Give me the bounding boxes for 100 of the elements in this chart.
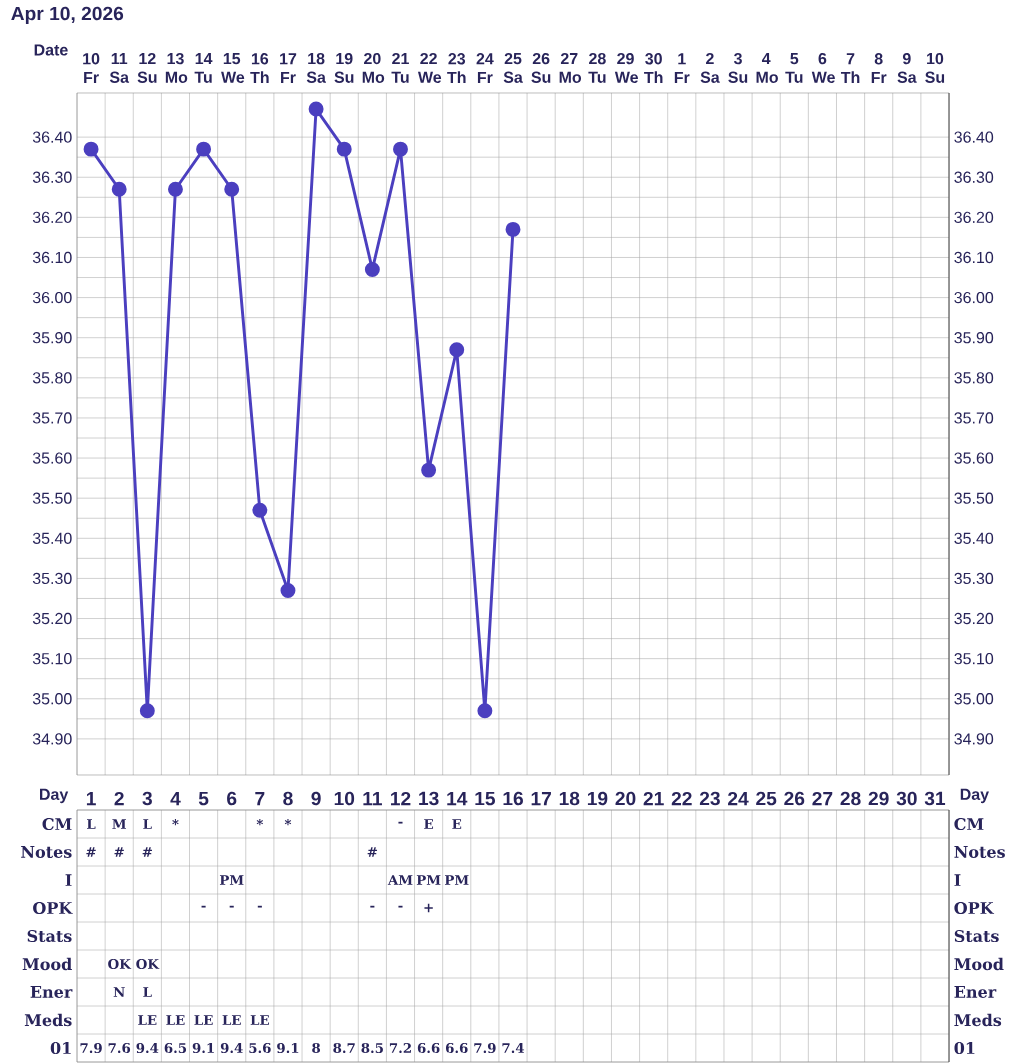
y2-tick-label: 35.20 bbox=[954, 612, 994, 625]
x-tick-label: 24 Fr bbox=[476, 53, 494, 83]
x-tick-label: 9 bbox=[311, 791, 321, 806]
x-tick-label: 1 Fr bbox=[674, 53, 690, 83]
x-tick-label: 22 bbox=[671, 791, 692, 806]
text: OK bbox=[136, 958, 160, 970]
x-tick-label: 26 Su bbox=[531, 52, 551, 83]
x-tick-label: 1 bbox=[86, 792, 96, 806]
x-tick-label: 8 bbox=[283, 791, 293, 806]
y2-tick-label: Notes bbox=[954, 846, 1005, 858]
y-tick-label: I bbox=[65, 874, 72, 886]
text: 6.6 bbox=[417, 1042, 440, 1054]
x-tick-label: 20 bbox=[615, 791, 636, 806]
x-tick-label: 7 bbox=[255, 792, 265, 806]
text: 7.4 bbox=[502, 1042, 525, 1054]
text: 8.5 bbox=[361, 1042, 383, 1054]
text: PM bbox=[219, 875, 244, 885]
point bbox=[477, 703, 493, 719]
x-tick-label: 3 Su bbox=[728, 52, 748, 83]
y-tick-label: Ener bbox=[30, 986, 73, 998]
x-tick-label: 2 bbox=[114, 791, 124, 806]
text: # bbox=[142, 847, 152, 857]
text: L bbox=[143, 987, 152, 997]
chart-title: Apr 10, 2026 bbox=[11, 6, 124, 25]
y-tick-label: Mood bbox=[22, 957, 72, 971]
x-tick-label: 16 bbox=[503, 791, 523, 806]
y-tick-label: 36.40 bbox=[32, 131, 72, 143]
x-tick-label: 17 Fr bbox=[280, 53, 297, 83]
x-tick-label: 4 Mo bbox=[756, 53, 778, 83]
x-tick-label: 5 bbox=[198, 791, 209, 806]
x-tick-label: 11 Sa bbox=[109, 53, 130, 83]
x-tick-label: 21 bbox=[643, 791, 664, 806]
x-tick-label: 29 bbox=[868, 791, 889, 806]
point bbox=[196, 141, 212, 157]
y2-tick-label: 35.80 bbox=[954, 372, 994, 384]
text: N bbox=[113, 987, 125, 997]
y-tick-label: 35.60 bbox=[32, 452, 72, 464]
x-tick-label: 17 bbox=[531, 792, 551, 806]
point bbox=[224, 181, 240, 197]
x-tick-label: 25 Sa bbox=[503, 52, 523, 83]
y-tick-label: 34.90 bbox=[32, 733, 72, 745]
y-tick-label: 01 bbox=[50, 1041, 71, 1055]
point bbox=[336, 141, 352, 157]
text: - bbox=[229, 905, 234, 908]
y-tick-label: 35.80 bbox=[32, 372, 72, 384]
text: AM bbox=[387, 875, 413, 885]
text: Day bbox=[960, 788, 989, 804]
y-tick-label: OPK bbox=[33, 901, 73, 915]
text: L bbox=[87, 819, 96, 829]
text: PM bbox=[416, 875, 441, 885]
y-tick-label: 35.20 bbox=[32, 612, 72, 625]
x-tick-label: 11 bbox=[363, 792, 382, 806]
y-tick-label: Stats bbox=[27, 929, 72, 943]
text: 7.2 bbox=[389, 1042, 411, 1054]
text: OK bbox=[108, 958, 132, 970]
y-tick-label: 35.90 bbox=[32, 332, 72, 344]
x-tick-label: 26 bbox=[784, 791, 805, 806]
x-tick-label: 2 Sa bbox=[700, 52, 720, 83]
y-tick-label: Meds bbox=[24, 1013, 72, 1027]
point bbox=[139, 703, 155, 719]
point bbox=[252, 502, 268, 518]
y2-tick-label: 35.40 bbox=[954, 532, 994, 544]
text: 9.1 bbox=[277, 1042, 299, 1054]
text: + bbox=[424, 903, 433, 913]
y-tick-label: 35.00 bbox=[32, 693, 72, 705]
text: 9.4 bbox=[220, 1042, 243, 1054]
text: # bbox=[114, 847, 124, 857]
text: LE bbox=[250, 1015, 269, 1025]
x-tick-label: 28 Tu bbox=[588, 52, 606, 83]
y2-tick-label: 36.10 bbox=[954, 251, 994, 264]
x-tick-label: 19 Su bbox=[334, 52, 354, 83]
y-tick-label: 35.30 bbox=[32, 572, 72, 585]
x-tick-label: 28 bbox=[840, 791, 861, 806]
text: LE bbox=[222, 1015, 241, 1025]
text: * bbox=[284, 819, 292, 826]
y2-tick-label: 34.90 bbox=[954, 733, 994, 745]
text: E bbox=[424, 819, 434, 829]
x-tick-label: 29 We bbox=[614, 52, 639, 83]
text: LE bbox=[166, 1015, 185, 1025]
x-tick-label: 20 Mo bbox=[362, 52, 385, 83]
text: M bbox=[112, 819, 126, 829]
text: 8.7 bbox=[333, 1042, 355, 1054]
y-tick-label: 36.20 bbox=[32, 211, 72, 224]
x-tick-label: 12 bbox=[391, 791, 411, 806]
text: 7.9 bbox=[474, 1042, 496, 1054]
x-tick-label: 23 Th bbox=[447, 53, 466, 83]
text: - bbox=[257, 905, 262, 908]
point bbox=[308, 101, 324, 117]
x-tick-label: 5 Tu bbox=[785, 53, 803, 83]
point bbox=[83, 141, 99, 157]
y2-tick-label: Meds bbox=[954, 1013, 1002, 1027]
y-tick-label: 35.50 bbox=[32, 492, 72, 504]
text: # bbox=[367, 847, 378, 857]
x-tick-label: 6 bbox=[227, 791, 237, 806]
point bbox=[364, 262, 380, 277]
x-tick-label: 8 Fr bbox=[871, 53, 887, 83]
x-tick-label: 15 We bbox=[221, 53, 245, 83]
y-tick-label: 35.70 bbox=[32, 412, 72, 424]
x-tick-label: 9 Sa bbox=[897, 52, 917, 83]
x-axis-title: Day bbox=[40, 788, 69, 804]
